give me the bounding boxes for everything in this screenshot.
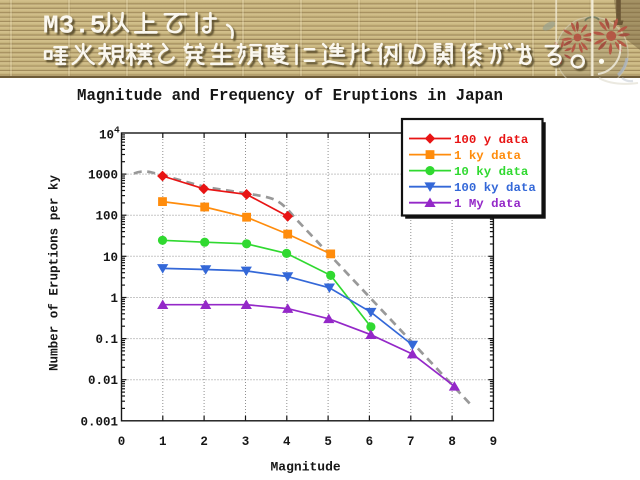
svg-text:1: 1 xyxy=(110,292,118,306)
svg-text:100 y data: 100 y data xyxy=(454,133,529,147)
svg-text:5: 5 xyxy=(324,435,332,449)
svg-text:M3.5: M3.5 xyxy=(43,11,105,41)
svg-text:4: 4 xyxy=(283,435,291,449)
svg-text:Number of Eruptions per ky: Number of Eruptions per ky xyxy=(47,175,62,371)
svg-text:Magnitude and Frequency of Eru: Magnitude and Frequency of Eruptions in … xyxy=(77,86,503,105)
svg-text:8: 8 xyxy=(448,435,456,449)
svg-text:1 ky data: 1 ky data xyxy=(454,149,521,163)
svg-text:0: 0 xyxy=(118,435,126,449)
svg-text:1: 1 xyxy=(159,435,167,449)
svg-text:0.001: 0.001 xyxy=(80,415,118,429)
svg-text:10: 10 xyxy=(103,251,118,265)
svg-text:2: 2 xyxy=(200,435,208,449)
svg-text:9: 9 xyxy=(490,435,498,449)
svg-text:0.1: 0.1 xyxy=(95,333,118,347)
svg-text:1000: 1000 xyxy=(88,169,118,183)
svg-text:6: 6 xyxy=(366,435,374,449)
svg-text:7: 7 xyxy=(407,435,415,449)
svg-text:1 My data: 1 My data xyxy=(454,197,521,211)
svg-text:Magnitude: Magnitude xyxy=(270,460,340,475)
svg-text:100 ky data: 100 ky data xyxy=(454,181,536,195)
svg-text:104: 104 xyxy=(99,125,120,143)
svg-text:3: 3 xyxy=(242,435,250,449)
svg-text:100: 100 xyxy=(95,210,118,224)
svg-text:10 ky data: 10 ky data xyxy=(454,165,529,179)
svg-text:0.01: 0.01 xyxy=(88,374,118,388)
